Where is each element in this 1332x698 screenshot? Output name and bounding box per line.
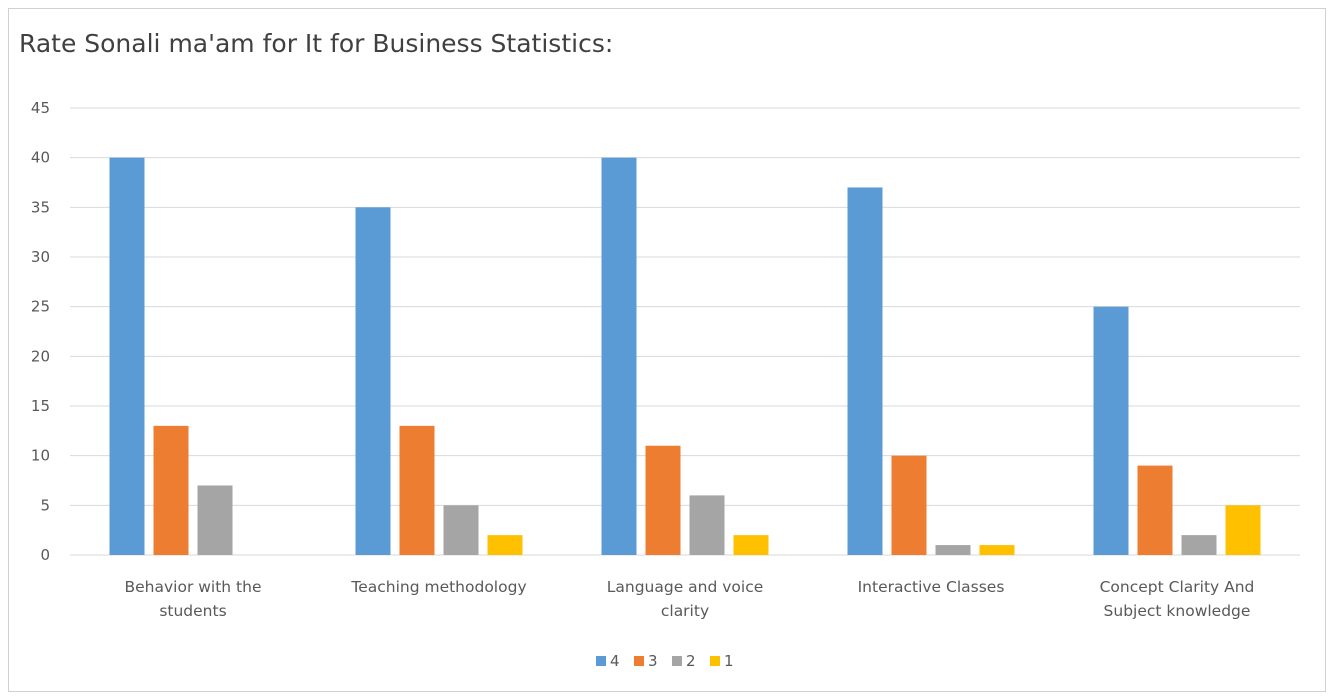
- bar-series-1-cat-3: [979, 545, 1015, 555]
- x-axis-category-labels: Behavior with the students Teaching method…: [124, 578, 1254, 620]
- bar-series-4-cat-2: [601, 157, 637, 555]
- x-category-label-2: Language and voice clarity: [607, 578, 764, 620]
- bar-series-1-cat-1: [487, 535, 523, 555]
- legend-swatch-4: [596, 656, 606, 666]
- bar-series-3-cat-2: [645, 445, 681, 555]
- bar-series-4-cat-0: [109, 157, 145, 555]
- legend-item-1: 1: [710, 652, 734, 670]
- legend-label-1: 1: [724, 652, 734, 670]
- y-tick-label-0: 0: [40, 546, 50, 564]
- legend-label-4: 4: [610, 652, 620, 670]
- y-tick-label-35: 35: [31, 198, 50, 216]
- y-tick-label-40: 40: [31, 149, 50, 167]
- y-tick-label-25: 25: [31, 298, 50, 316]
- y-tick-label-30: 30: [31, 248, 50, 266]
- legend-item-2: 2: [672, 652, 696, 670]
- legend-label-2: 2: [686, 652, 696, 670]
- bar-series-3-cat-3: [891, 455, 927, 555]
- bars: [109, 157, 1261, 556]
- legend: 4 3 2 1: [596, 652, 734, 670]
- chart-title: Rate Sonali ma'am for It for Business St…: [19, 29, 614, 58]
- legend-swatch-2: [672, 656, 682, 666]
- legend-label-3: 3: [648, 652, 658, 670]
- y-axis-tick-labels: 0 5 10 15 20 25 30 35 40 45: [31, 99, 50, 564]
- bar-series-2-cat-2: [689, 495, 725, 555]
- bar-series-2-cat-4: [1181, 535, 1217, 555]
- bar-series-4-cat-1: [355, 207, 391, 556]
- y-tick-label-5: 5: [40, 496, 50, 514]
- bar-series-1-cat-2: [733, 535, 769, 555]
- bar-series-3-cat-0: [153, 425, 189, 555]
- legend-swatch-3: [634, 656, 644, 666]
- bar-series-3-cat-1: [399, 425, 435, 555]
- bar-series-4-cat-4: [1093, 306, 1129, 555]
- legend-item-4: 4: [596, 652, 620, 670]
- bar-series-2-cat-0: [197, 485, 233, 555]
- x-category-label-4: Concept Clarity And Subject knowledge: [1100, 578, 1255, 620]
- bar-series-4-cat-3: [847, 187, 883, 555]
- legend-swatch-1: [710, 656, 720, 666]
- bar-series-2-cat-1: [443, 505, 479, 555]
- bar-series-3-cat-4: [1137, 465, 1173, 555]
- y-tick-label-45: 45: [31, 99, 50, 117]
- x-category-label-0: Behavior with the students: [124, 578, 261, 620]
- x-category-label-1: Teaching methodology: [350, 578, 526, 596]
- bar-series-2-cat-3: [935, 545, 971, 555]
- y-tick-label-10: 10: [31, 447, 50, 465]
- y-tick-label-15: 15: [31, 397, 50, 415]
- legend-item-3: 3: [634, 652, 658, 670]
- x-category-label-3: Interactive Classes: [858, 578, 1005, 596]
- y-tick-label-20: 20: [31, 347, 50, 365]
- bar-series-1-cat-4: [1225, 505, 1261, 555]
